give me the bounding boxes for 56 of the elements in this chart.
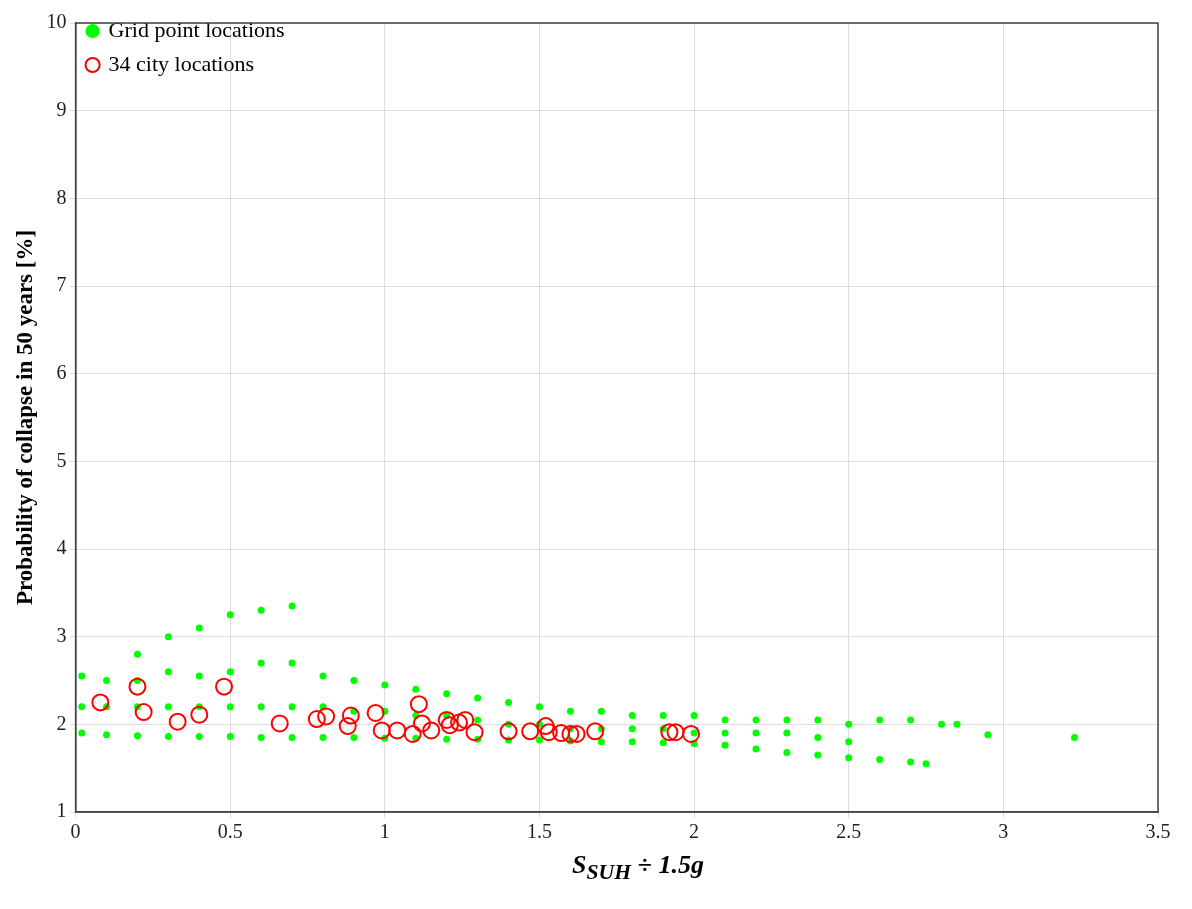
y-tick-label: 7: [56, 273, 67, 296]
point: [660, 723, 679, 742]
point: [341, 706, 360, 725]
point: [422, 721, 441, 740]
y-axis-title: Probability of collapse in 50 years [%]: [11, 229, 37, 606]
y-tick-label: 1: [56, 799, 67, 822]
y-tick-label: 8: [56, 185, 67, 208]
x-axis-title: S$_{SUH}$ ÷ 1.5g: [571, 850, 705, 886]
point: [366, 703, 385, 722]
point: [521, 722, 540, 741]
y-tick-label: 3: [56, 623, 67, 646]
point: [403, 724, 422, 743]
x-tick-label: 2: [689, 820, 700, 843]
point: [215, 677, 234, 696]
legend-label: Grid point locations: [108, 16, 285, 42]
point: [456, 710, 475, 729]
y-tick-label: 6: [56, 360, 67, 383]
point: [561, 724, 580, 743]
x-tick-label: 3.5: [1145, 820, 1171, 843]
y-tick-label: 10: [46, 10, 67, 33]
point: [666, 723, 685, 742]
point: [388, 721, 407, 740]
x-tick-label: 3: [998, 820, 1009, 843]
point: [682, 724, 701, 743]
point: [536, 717, 555, 736]
y-tick-label: 9: [56, 97, 67, 120]
point: [437, 710, 456, 729]
x-tick-label: 0: [70, 820, 81, 843]
point: [409, 695, 428, 714]
point: [190, 705, 209, 724]
point: [307, 710, 326, 729]
y-tick-label: 5: [56, 448, 67, 471]
x-tick-label: 1.5: [526, 820, 552, 843]
point: [499, 722, 518, 741]
y-tick-label: 4: [56, 536, 67, 559]
point: [450, 713, 469, 732]
legend-label: 34 city locations: [108, 50, 255, 76]
point: [91, 693, 110, 712]
x-tick-label: 0.5: [217, 820, 243, 843]
point: [539, 723, 558, 742]
point: [317, 707, 336, 726]
point: [465, 723, 484, 742]
x-tick-label: 2.5: [836, 820, 862, 843]
y-tick-label: 2: [56, 711, 67, 734]
point: [338, 717, 357, 736]
point: [567, 724, 586, 743]
point: [270, 714, 289, 733]
point: [552, 724, 571, 743]
point: [586, 722, 605, 741]
point: [168, 712, 187, 731]
point: [440, 716, 459, 735]
point: [372, 721, 391, 740]
point: [128, 677, 147, 696]
x-tick-label: 1: [379, 820, 390, 843]
point: [134, 703, 153, 722]
point: [412, 714, 431, 733]
